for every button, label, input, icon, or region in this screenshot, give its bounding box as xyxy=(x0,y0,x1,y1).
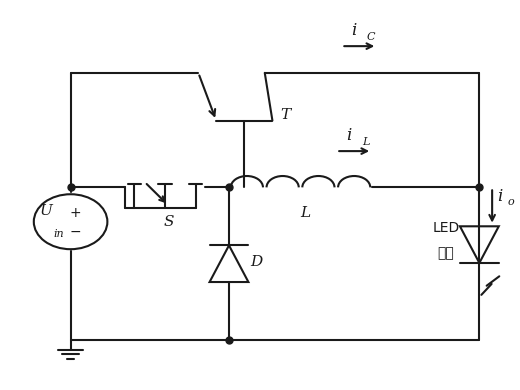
Text: in: in xyxy=(54,229,64,239)
Text: C: C xyxy=(367,32,375,43)
Text: 灯组: 灯组 xyxy=(438,246,454,261)
Text: +: + xyxy=(70,206,82,220)
Text: −: − xyxy=(70,225,82,239)
Text: S: S xyxy=(164,215,174,229)
Text: T: T xyxy=(280,108,290,122)
Text: U: U xyxy=(40,204,53,218)
Text: o: o xyxy=(508,197,514,207)
Text: i: i xyxy=(497,188,503,206)
Text: i: i xyxy=(352,22,357,39)
Text: LED: LED xyxy=(433,221,460,235)
Text: D: D xyxy=(251,255,263,269)
Text: i: i xyxy=(346,127,352,144)
Text: L: L xyxy=(301,206,310,220)
Text: L: L xyxy=(362,137,369,147)
